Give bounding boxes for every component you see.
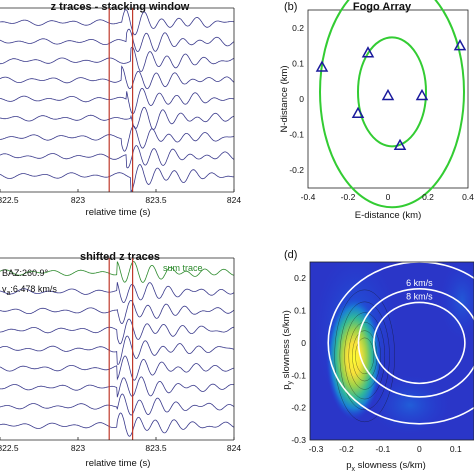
trace-line bbox=[0, 65, 235, 90]
x-tick-label: 824 bbox=[227, 195, 241, 205]
panel-a-title: z traces - stacking window bbox=[51, 1, 190, 13]
trace-line bbox=[0, 28, 235, 53]
trace-line bbox=[0, 164, 234, 193]
x-tick-label: 823.5 bbox=[145, 195, 167, 205]
x-tick-label: 822.5 bbox=[0, 195, 19, 205]
trace-line bbox=[0, 125, 235, 152]
trace-line bbox=[0, 9, 235, 36]
trace-line bbox=[0, 106, 235, 131]
panel-a-xlabel: relative time (s) bbox=[86, 207, 151, 218]
trace-line bbox=[0, 145, 235, 169]
trace-line bbox=[0, 87, 235, 115]
x-tick-label: 823 bbox=[71, 195, 85, 205]
panel-a-trace-group bbox=[0, 8, 235, 193]
trace-line bbox=[0, 46, 235, 73]
panel-a-xticks: 822.5 823 823.5 824 bbox=[0, 189, 241, 205]
